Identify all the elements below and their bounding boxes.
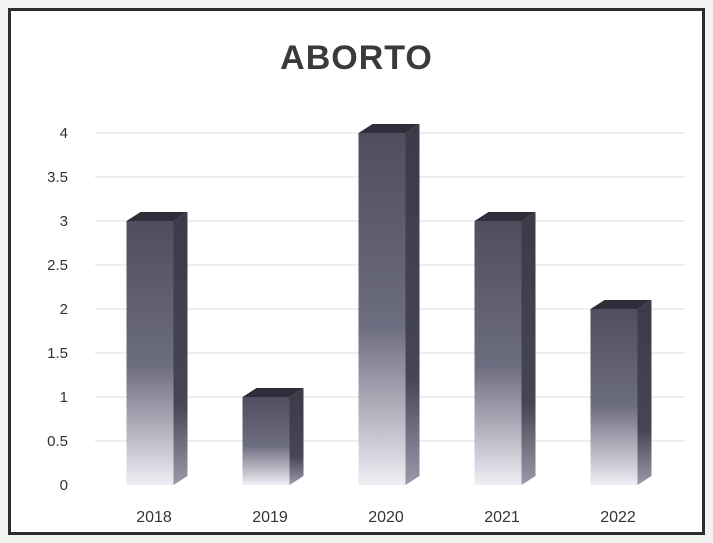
bar-front (590, 309, 638, 485)
y-tick-label: 1 (60, 389, 68, 406)
x-axis-category-labels: 2018 2019 2020 2021 2022 (136, 509, 636, 526)
bar-side (289, 388, 304, 485)
y-axis-tick-labels: 0 0.5 1 1.5 2 2.5 3 3.5 4 (47, 125, 68, 494)
y-tick-label: 2 (60, 301, 68, 318)
bar (358, 124, 420, 485)
bar-front (358, 133, 406, 485)
bar-top (126, 212, 188, 221)
bar-side (173, 212, 188, 485)
y-tick-label: 3.5 (47, 169, 68, 186)
y-tick-label: 2.5 (47, 257, 68, 274)
x-category-label: 2019 (252, 509, 288, 526)
x-category-label: 2018 (136, 509, 172, 526)
bar-top (590, 300, 652, 309)
bar (242, 388, 304, 485)
y-tick-label: 0 (60, 477, 68, 494)
bar (474, 212, 536, 485)
bar-front (474, 221, 522, 485)
bars (126, 124, 652, 485)
bar-top (358, 124, 420, 133)
bar-side (521, 212, 536, 485)
chart-frame: ABORTO (8, 8, 705, 535)
bar-top (474, 212, 536, 221)
y-tick-label: 0.5 (47, 433, 68, 450)
x-category-label: 2020 (368, 509, 404, 526)
y-tick-label: 1.5 (47, 345, 68, 362)
bar-front (126, 221, 174, 485)
bar-top (242, 388, 304, 397)
y-tick-label: 3 (60, 213, 68, 230)
bar-front (242, 397, 290, 485)
bar-side (405, 124, 420, 485)
bar (126, 212, 188, 485)
chart-title: ABORTO (280, 39, 433, 77)
x-category-label: 2022 (600, 509, 636, 526)
y-tick-label: 4 (60, 125, 68, 142)
bar-side (637, 300, 652, 485)
bar (590, 300, 652, 485)
x-category-label: 2021 (484, 509, 520, 526)
